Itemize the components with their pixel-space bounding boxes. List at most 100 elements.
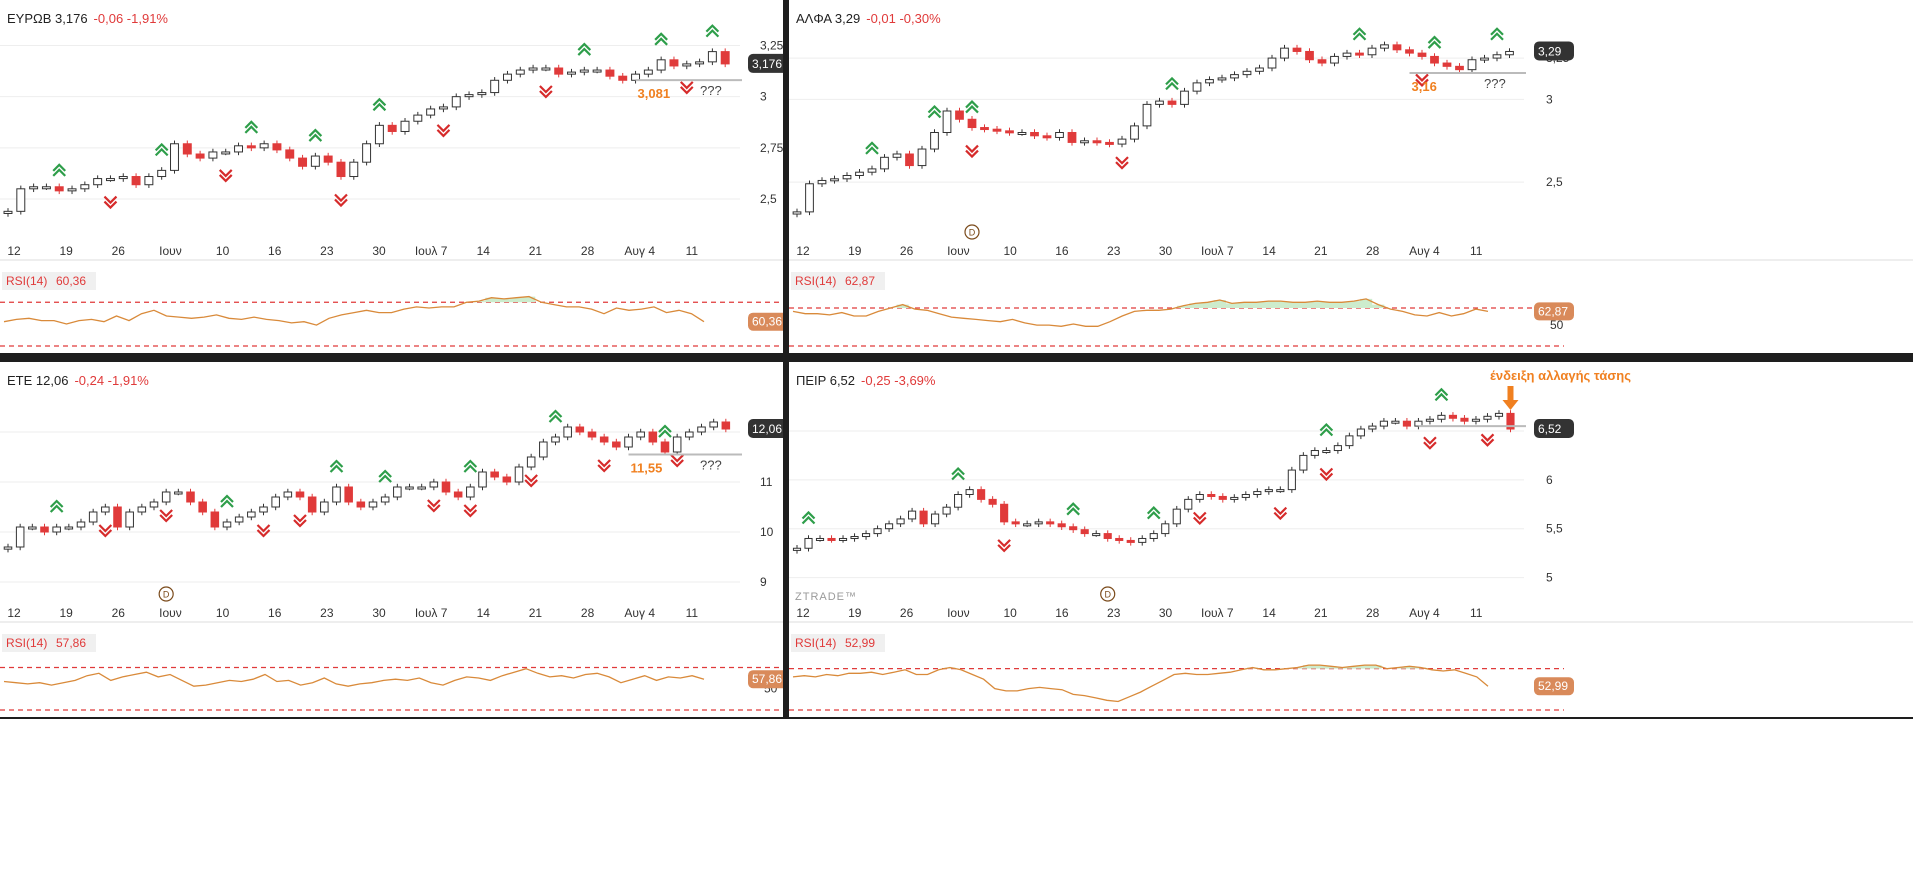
x-tick-label: 19 — [848, 606, 862, 620]
candle-body — [503, 73, 512, 81]
candle-body — [393, 486, 402, 498]
y-tick-label: 10 — [760, 525, 774, 539]
candle-body — [144, 176, 154, 186]
signal-up-icon — [577, 42, 592, 56]
signal-down-icon — [679, 81, 694, 95]
candle-body — [528, 67, 538, 71]
candle-body — [1142, 103, 1152, 127]
candle-body — [221, 151, 231, 155]
candle-body — [149, 501, 159, 508]
candle-body — [955, 110, 964, 120]
rsi-line — [3, 668, 705, 687]
candle-body — [1218, 495, 1227, 500]
price-badge-label: 12,06 — [752, 422, 782, 436]
x-tick-label: 19 — [848, 244, 862, 258]
signal-up-icon — [220, 494, 234, 508]
candle-body — [344, 486, 353, 503]
candle-body — [1379, 420, 1388, 427]
signal-down-icon — [103, 195, 118, 210]
candle-body — [526, 456, 536, 468]
candle-body — [804, 537, 813, 549]
candle-body — [827, 537, 836, 541]
candle-body — [1195, 494, 1204, 500]
candle-body — [298, 157, 308, 167]
signal-down-icon — [1273, 506, 1288, 521]
candle-body — [88, 511, 98, 523]
candle-body — [992, 128, 1002, 132]
candle-body — [539, 441, 548, 458]
candle-body — [1342, 52, 1352, 57]
x-tick-label: 26 — [112, 606, 126, 620]
signal-down-icon — [256, 524, 271, 538]
signal-up-icon — [329, 459, 344, 473]
chart-panel-ete[interactable]: 1211109121926Ιουν10162330Ιουλ 7142128Αυγ… — [0, 362, 783, 717]
rsi-badge — [1534, 302, 1574, 321]
candle-body — [567, 71, 576, 75]
signal-up-icon — [1434, 387, 1449, 402]
candle-body — [648, 431, 658, 443]
trend-note: ένδειξη αλλαγής τάσης — [1490, 368, 1631, 383]
x-tick-label: 23 — [1107, 606, 1121, 620]
signal-down-icon — [670, 454, 684, 468]
x-tick-label: 11 — [1470, 606, 1483, 620]
candle-body — [1322, 450, 1331, 454]
candle-body — [720, 51, 730, 65]
rsi-overbought-fill — [896, 298, 1385, 308]
candle-body — [1392, 44, 1402, 51]
candle-body — [1460, 417, 1469, 422]
x-tick-label: 14 — [1262, 606, 1276, 620]
signal-down-icon — [1480, 433, 1495, 447]
candle-body — [283, 491, 293, 498]
candle-body — [892, 153, 902, 158]
x-tick-label: 11 — [1470, 244, 1483, 258]
signal-up-icon — [1165, 76, 1179, 91]
candle-body — [605, 69, 615, 77]
candle-body — [965, 489, 974, 496]
rsi-label-bg — [791, 272, 885, 290]
rsi-badge — [1534, 677, 1574, 696]
chart-canvas[interactable]: 3,25 3 2,75 2,5 12 19 26 Ιουν 10 16 23 30 Ιουλ 7 14 21… — [0, 0, 783, 353]
x-tick-label: 12 — [7, 606, 21, 620]
candle-body — [850, 536, 859, 540]
candle-body — [29, 186, 39, 190]
chart-canvas[interactable]: 1211109121926Ιουν10162330Ιουλ 7142128Αυγ… — [0, 362, 783, 717]
candle-body — [41, 186, 51, 190]
candle-body — [182, 143, 192, 155]
symbol-label: ΕΤΕ 12,06 — [7, 373, 69, 388]
candle-body — [1138, 537, 1147, 543]
x-tick-label: 16 — [1055, 244, 1069, 258]
candle-body — [118, 176, 128, 180]
rsi-badge — [748, 670, 783, 689]
candle-body — [1105, 141, 1114, 145]
candle-body — [413, 114, 423, 122]
candle-body — [3, 210, 13, 214]
x-tick-label: Αυγ 4 — [624, 606, 655, 620]
rsi-badge — [748, 312, 783, 331]
candle-body — [1368, 425, 1377, 430]
signal-down-icon — [98, 524, 113, 538]
symbol-label: ΠΕΙΡ 6,52 — [796, 373, 856, 388]
candle-body — [631, 73, 641, 81]
chart-header: ΕΥΡΩΒ 3,176 -0,06 -1,91% — [4, 10, 171, 27]
candle-body — [1506, 412, 1515, 430]
rsi-value-label: 60,36 — [56, 274, 86, 288]
x-tick-label: 12 — [796, 606, 810, 620]
candle-body — [1471, 418, 1481, 422]
chart-panel-eurob[interactable]: 3,25 3 2,75 2,5 12 19 26 Ιουν 10 16 23 30 Ιουλ 7 14 21… — [0, 0, 783, 353]
x-tick-label: 12 — [796, 244, 810, 258]
candle-body — [1417, 52, 1427, 57]
candle-body — [137, 506, 147, 513]
candle-body — [320, 501, 329, 513]
candle-body — [884, 523, 894, 530]
candle-body — [374, 124, 384, 145]
signal-up-icon — [1427, 35, 1442, 49]
price-badge — [1534, 41, 1574, 61]
candle-body — [16, 188, 26, 212]
signal-down-icon — [1193, 511, 1207, 526]
candle-body — [1042, 135, 1052, 139]
